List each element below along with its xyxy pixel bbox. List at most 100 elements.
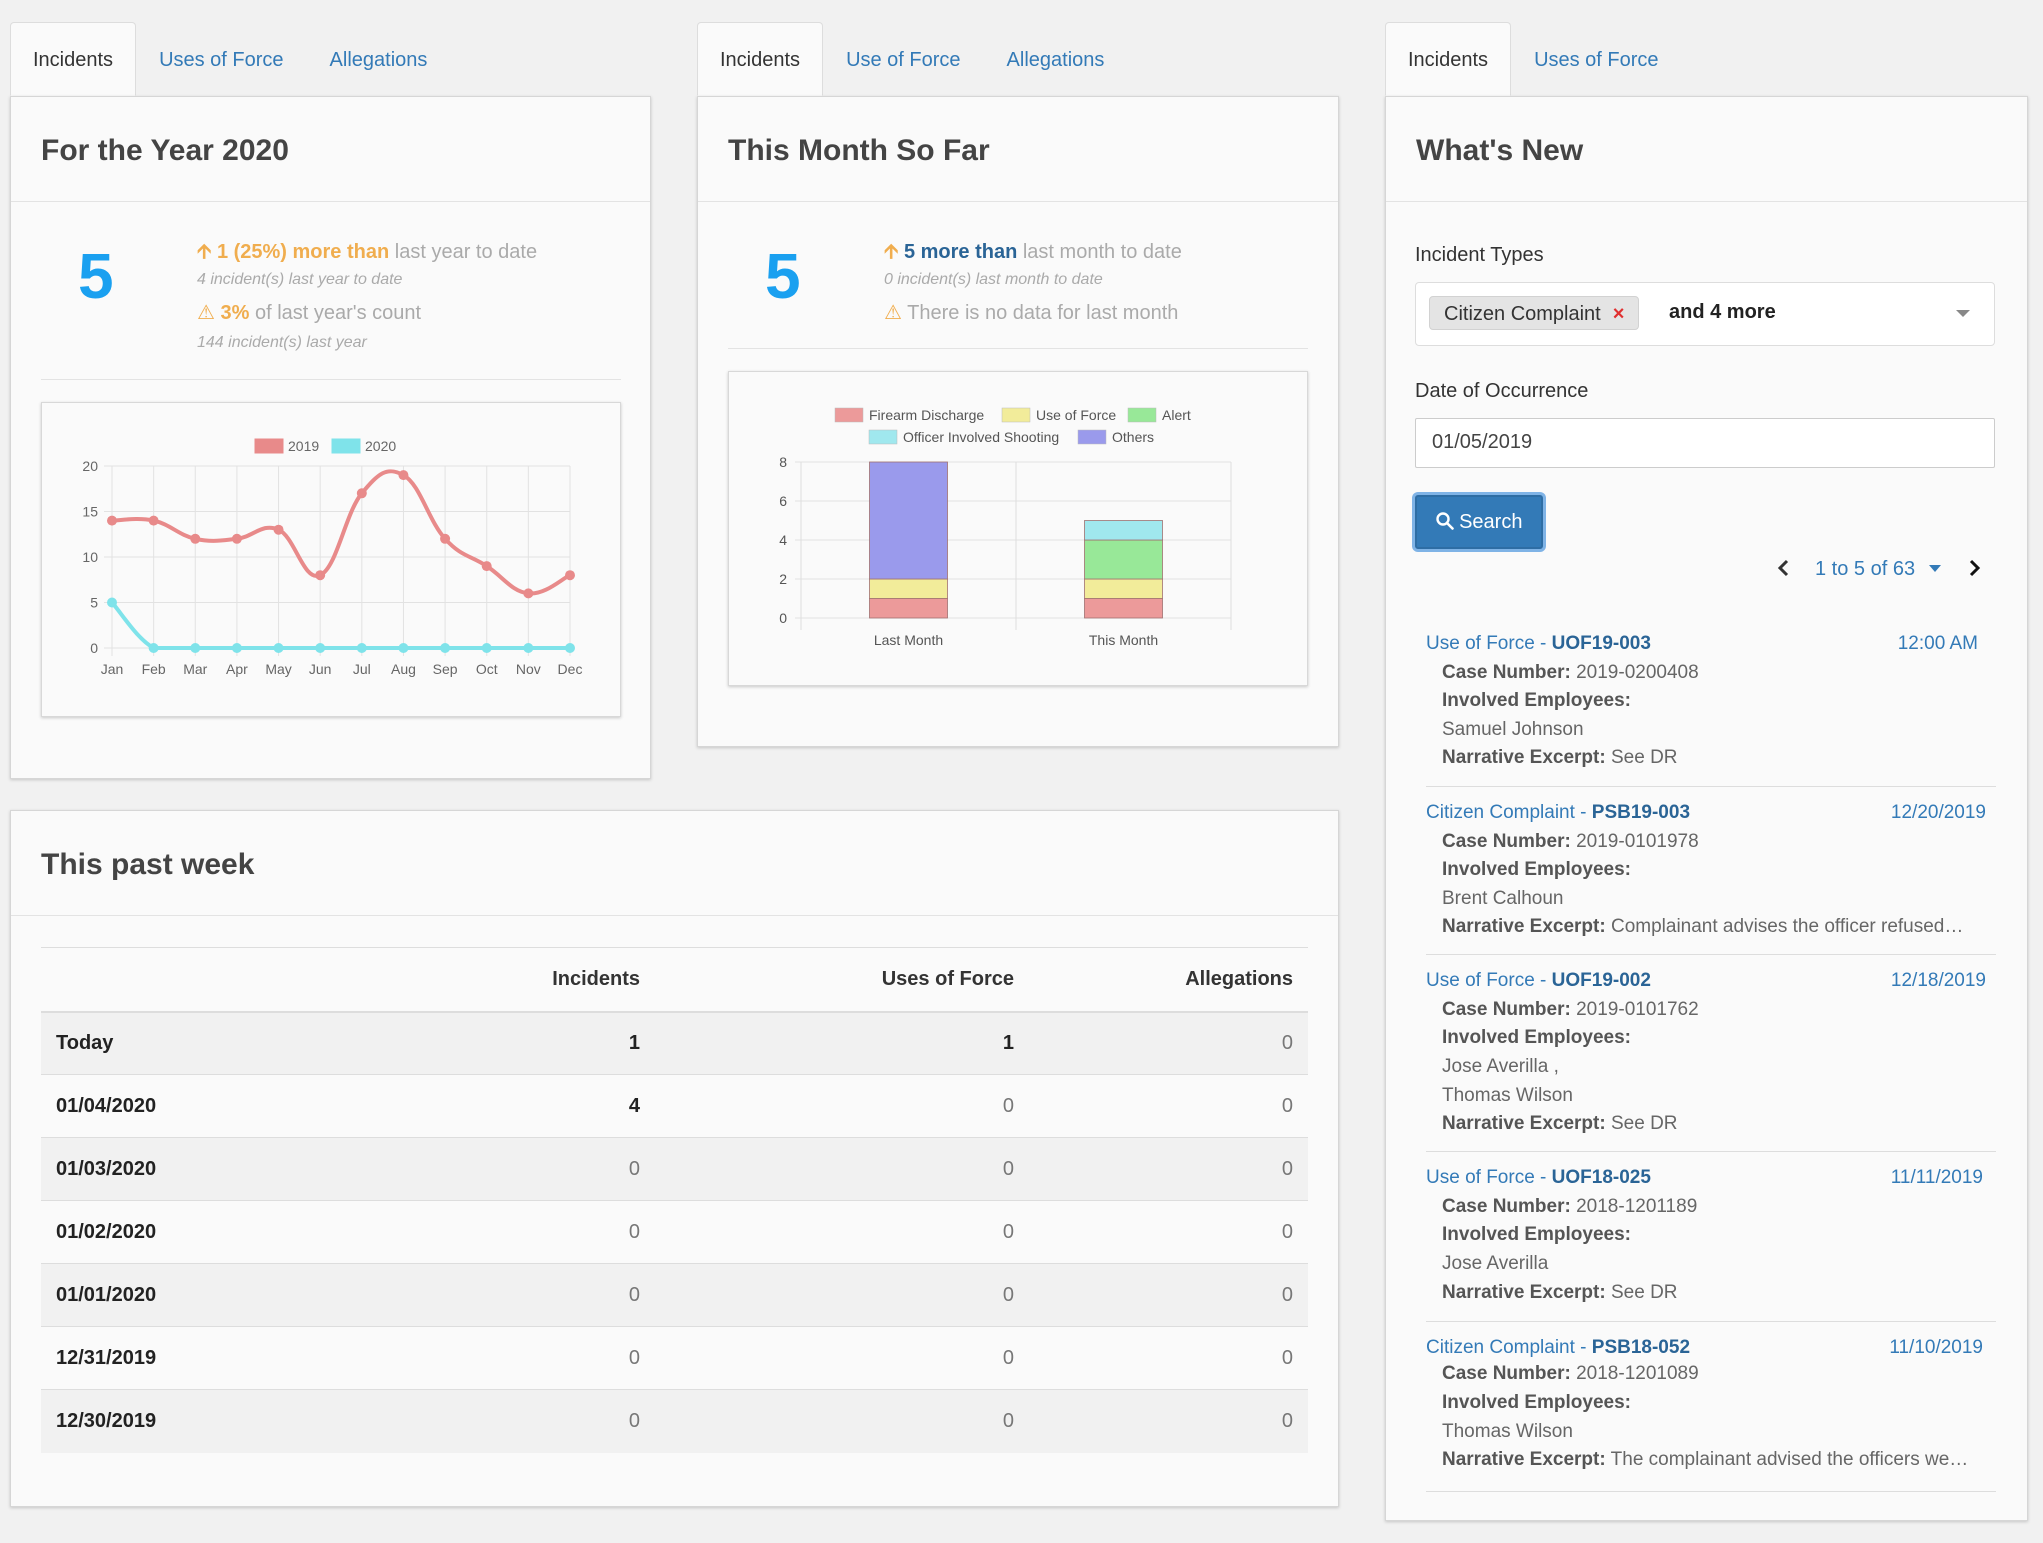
year-stat-1: 🡩 1 (25%) more than last year to date bbox=[197, 237, 537, 271]
bar-segment bbox=[1084, 598, 1163, 619]
tab-allegations[interactable]: Allegations bbox=[1006, 49, 1105, 71]
news-item-employees-label: Involved Employees: bbox=[1442, 1224, 1632, 1245]
y-tick-label: 4 bbox=[779, 532, 787, 548]
x-tick-label: Feb bbox=[142, 661, 166, 677]
news-item-title[interactable]: Use of Force - UOF19-002 bbox=[1426, 970, 1651, 992]
news-item-title[interactable]: Use of Force - UOF19-003 bbox=[1426, 633, 1651, 655]
data-point bbox=[231, 643, 242, 653]
warning-icon: ⚠ bbox=[197, 302, 215, 324]
row-incidents: 0 bbox=[359, 1137, 655, 1201]
x-tick-label: May bbox=[265, 661, 291, 677]
prev-page-button[interactable] bbox=[1775, 558, 1791, 584]
x-tick-label: Jul bbox=[353, 661, 371, 677]
news-item-employee: Thomas Wilson bbox=[1442, 1421, 1573, 1442]
news-item-date: 12:00 AM bbox=[1897, 633, 1978, 654]
news-item-title[interactable]: Use of Force - UOF18-025 bbox=[1426, 1167, 1651, 1189]
col-date-header bbox=[41, 947, 359, 1013]
incident-type-chip: Citizen Complaint × bbox=[1429, 296, 1640, 330]
list-item[interactable]: Use of Force - UOF19-002 12/18/2019 Case… bbox=[1426, 970, 1996, 1152]
month-bar-chart-svg: Firearm Discharge Use of Force Alert Office… bbox=[779, 407, 1232, 648]
x-tick-label: Nov bbox=[516, 661, 541, 677]
data-point bbox=[565, 570, 575, 581]
legend-swatch bbox=[254, 438, 284, 454]
month-panel-title: This Month So Far bbox=[698, 97, 1338, 202]
x-tick-label: Mar bbox=[183, 661, 207, 677]
tab-allegations[interactable]: Allegations bbox=[329, 49, 428, 71]
legend-swatch bbox=[834, 407, 864, 423]
data-point bbox=[565, 643, 575, 653]
y-tick-label: 2 bbox=[779, 571, 787, 587]
data-point bbox=[107, 515, 117, 526]
data-point bbox=[481, 561, 492, 572]
news-item-type: Citizen Complaint - bbox=[1426, 1337, 1592, 1358]
tab-incidents[interactable]: Incidents bbox=[1385, 22, 1512, 96]
pager-range[interactable]: 1 to 5 of 63 bbox=[1815, 558, 1941, 581]
data-point bbox=[356, 488, 367, 499]
tab-use-of-force[interactable]: Use of Force bbox=[846, 49, 961, 71]
x-tick-label: Jun bbox=[309, 661, 332, 677]
news-item-employees-label: Involved Employees: bbox=[1442, 690, 1632, 711]
news-item-narrative: Narrative Excerpt: See DR bbox=[1442, 1113, 1678, 1134]
pager-range-label: 1 to 5 of 63 bbox=[1815, 558, 1916, 580]
x-tick-label: Last Month bbox=[874, 632, 943, 648]
x-tick-label: Oct bbox=[476, 661, 498, 677]
news-item-employee: Jose Averilla bbox=[1442, 1253, 1549, 1274]
year-panel-title: For the Year 2020 bbox=[11, 97, 650, 202]
next-page-button[interactable] bbox=[1967, 558, 1983, 584]
bar-segment bbox=[869, 461, 948, 580]
news-item-case: Case Number: 2019-0101762 bbox=[1442, 999, 1699, 1020]
row-incidents: 0 bbox=[359, 1326, 655, 1390]
y-tick-label: 5 bbox=[90, 595, 98, 611]
data-point bbox=[190, 533, 201, 544]
incident-types-label: Incident Types bbox=[1415, 244, 1544, 266]
remove-icon[interactable]: × bbox=[1612, 303, 1625, 325]
row-date: 01/04/2020 bbox=[41, 1074, 359, 1138]
tab-incidents[interactable]: Incidents bbox=[697, 22, 824, 96]
tab-uses-of-force[interactable]: Uses of Force bbox=[1534, 49, 1659, 71]
x-tick-label: Apr bbox=[226, 661, 248, 677]
row-allegations: 0 bbox=[1029, 1074, 1308, 1138]
week-panel: This past week Incidents Uses of Force A… bbox=[10, 810, 1339, 1507]
news-item-title[interactable]: Citizen Complaint - PSB19-003 bbox=[1426, 802, 1690, 824]
tab-incidents[interactable]: Incidents bbox=[10, 22, 137, 96]
month-stat-1-highlight: 5 more than bbox=[903, 241, 1018, 263]
news-item-narrative: Narrative Excerpt: Complainant advises t… bbox=[1442, 916, 1964, 937]
incident-types-select[interactable]: Citizen Complaint × and 4 more bbox=[1415, 282, 1995, 346]
bar-segment bbox=[1084, 520, 1163, 541]
data-point bbox=[440, 643, 451, 653]
chevron-left-icon bbox=[1777, 559, 1789, 577]
month-tabs: Incidents Use of Force Allegations bbox=[697, 22, 1127, 96]
news-item-title[interactable]: Citizen Complaint - PSB18-052 bbox=[1426, 1337, 1690, 1359]
row-allegations: 0 bbox=[1029, 1200, 1308, 1264]
x-tick-label: Jan bbox=[101, 661, 124, 677]
list-item[interactable]: Use of Force - UOF19-003 12:00 AM Case N… bbox=[1426, 633, 1996, 787]
divider bbox=[728, 348, 1308, 349]
list-item[interactable]: Citizen Complaint - PSB18-052 11/10/2019… bbox=[1426, 1337, 1996, 1492]
month-stat-1-sub: 0 incident(s) last month to date bbox=[884, 271, 1103, 288]
year-stat-1-sub: 4 incident(s) last year to date bbox=[197, 271, 403, 288]
date-of-occurrence-input[interactable]: 01/05/2019 bbox=[1415, 418, 1995, 468]
tab-uses-of-force[interactable]: Uses of Force bbox=[159, 49, 284, 71]
list-item[interactable]: Use of Force - UOF18-025 11/11/2019 Case… bbox=[1426, 1167, 1996, 1322]
news-item-employee: Thomas Wilson bbox=[1442, 1085, 1573, 1106]
search-button[interactable]: Search bbox=[1415, 495, 1543, 549]
news-item-type: Citizen Complaint - bbox=[1426, 802, 1592, 823]
news-item-employee: Brent Calhoun bbox=[1442, 888, 1564, 909]
news-panel-title: What's New bbox=[1386, 97, 2027, 202]
incident-type-chip-label: Citizen Complaint bbox=[1444, 303, 1601, 325]
caret-down-icon bbox=[1928, 565, 1941, 572]
year-count: 5 bbox=[78, 240, 114, 312]
chevron-right-icon bbox=[1969, 559, 1981, 577]
month-stat-1-rest: last month to date bbox=[1022, 241, 1182, 263]
chevron-down-icon[interactable] bbox=[1956, 310, 1970, 317]
news-item-employee: Jose Averilla , bbox=[1442, 1056, 1559, 1077]
row-allegations: 0 bbox=[1029, 1137, 1308, 1201]
list-item[interactable]: Citizen Complaint - PSB19-003 12/20/2019… bbox=[1426, 802, 1996, 955]
y-tick-label: 20 bbox=[82, 458, 98, 474]
table-row: 01/01/2020 0 0 0 bbox=[41, 1263, 1308, 1327]
legend-swatch bbox=[331, 438, 361, 454]
week-panel-title: This past week bbox=[11, 811, 1338, 916]
row-date: Today bbox=[41, 1011, 359, 1075]
news-item-case: Case Number: 2018-1201089 bbox=[1442, 1363, 1699, 1384]
data-point bbox=[315, 570, 326, 581]
